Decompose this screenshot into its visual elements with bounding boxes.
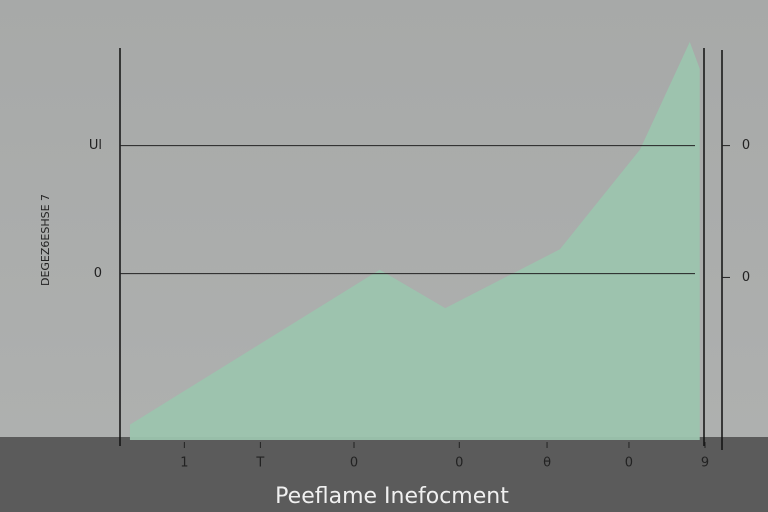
x-tick-label: 0 — [350, 456, 358, 471]
y2-tick-label: 0 — [742, 270, 750, 285]
x-tick-label: 1 — [180, 456, 188, 471]
x-tick-label: θ — [543, 456, 551, 471]
chart-title: Peeflame Inefocment — [275, 484, 509, 509]
y-tick-label: 0 — [94, 266, 102, 281]
y2-tick-label: 0 — [742, 138, 750, 153]
area — [129, 41, 700, 441]
x-tick-label: T — [255, 456, 264, 471]
x-tick-label: 0 — [625, 456, 633, 471]
x-tick-label: 0 — [455, 456, 463, 471]
footer-band — [0, 437, 768, 512]
y-tick-label: Ul — [89, 138, 102, 153]
x-tick-label: 9 — [701, 456, 709, 471]
y-axis-label: DEGEZ6ESHSE 7 — [39, 194, 52, 286]
